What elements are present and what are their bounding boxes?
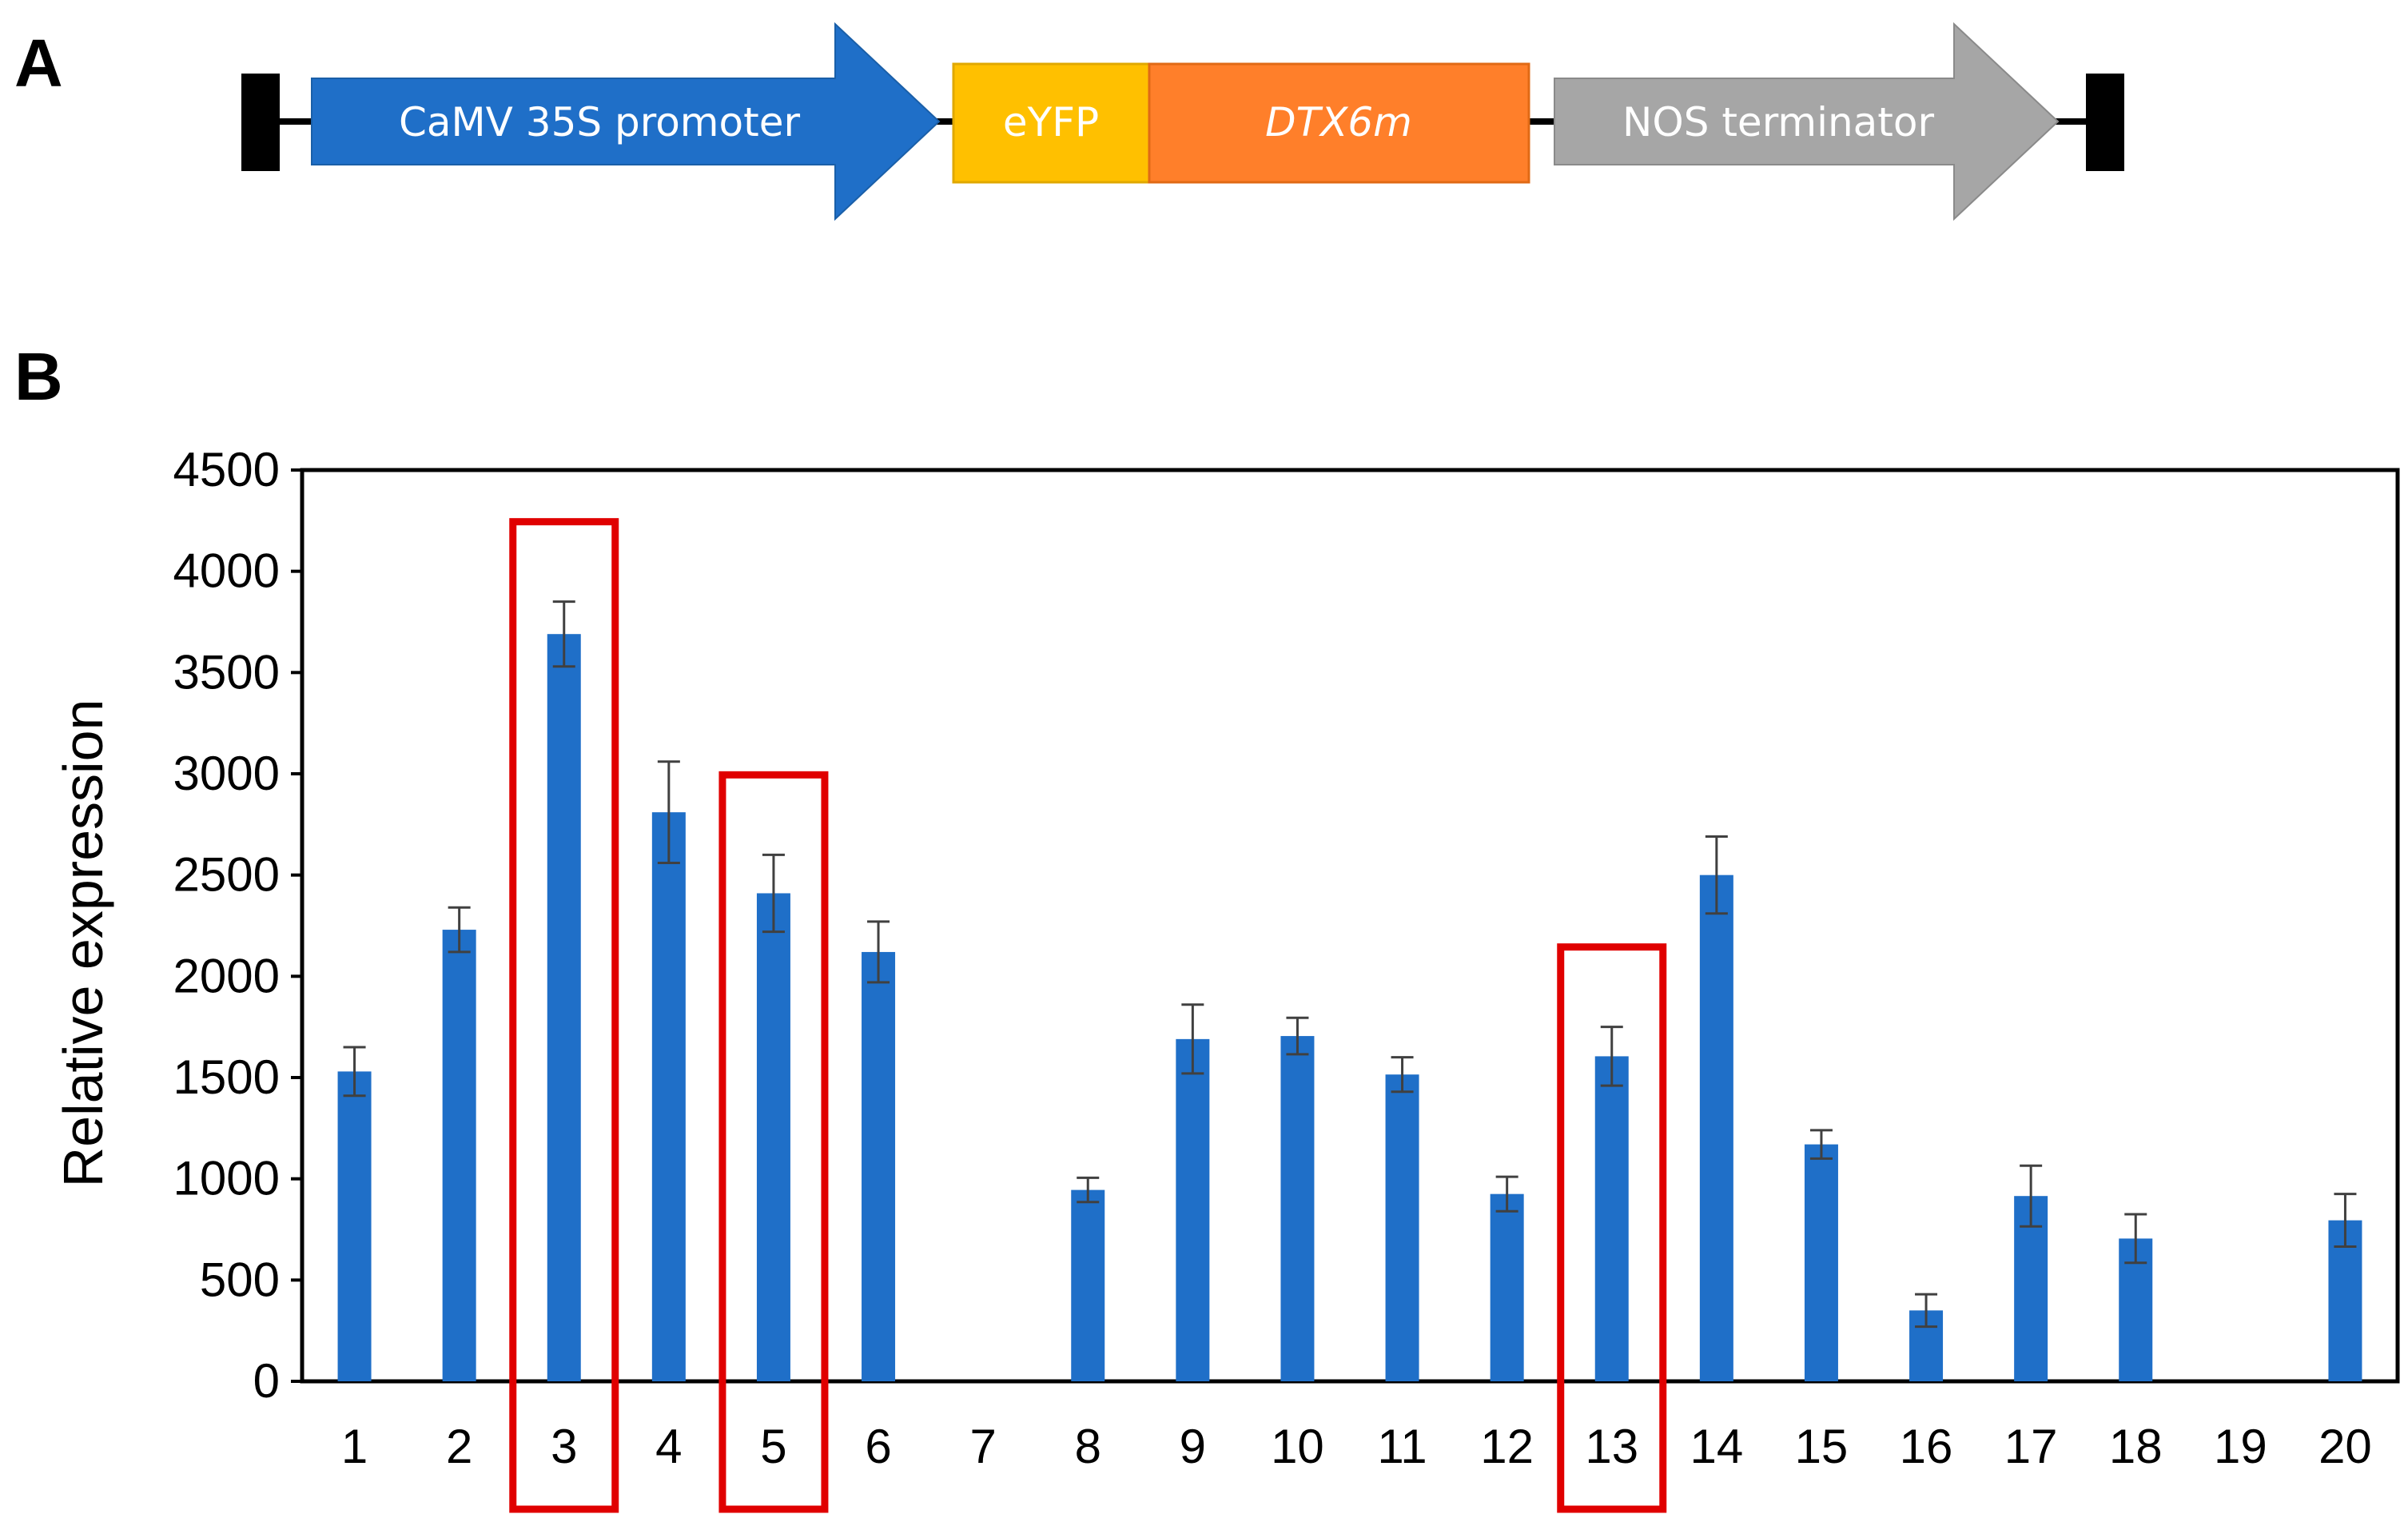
y-tick-label: 1000 [173,1152,280,1205]
x-tick-label: 10 [1271,1420,1324,1473]
highlight-box [718,771,829,1513]
dtx6m-box [1148,62,1530,184]
y-tick-label: 3500 [173,645,280,699]
x-tick-label: 1 [341,1420,368,1473]
x-tick-label: 20 [2318,1420,2372,1473]
x-tick-label: 6 [865,1420,891,1473]
right-border-block [2086,74,2124,171]
eyfp-box [952,62,1151,184]
x-tick-label: 18 [2109,1420,2163,1473]
x-tick-label: 4 [655,1420,682,1473]
x-tick-label: 19 [2214,1420,2267,1473]
x-tick-label: 9 [1180,1420,1206,1473]
x-tick-label: 16 [1900,1420,1953,1473]
eyfp-label: eYFP [1003,99,1099,145]
plot-frame [300,468,2400,1384]
terminator-label: NOS terminator [1622,99,1935,145]
y-tick-label: 4500 [173,443,280,496]
bar [442,930,476,1381]
highlight-box [1557,943,1667,1513]
y-tick-label: 3000 [173,747,280,800]
y-tick-label: 2000 [173,949,280,1002]
x-tick-label: 13 [1585,1420,1638,1473]
y-axis-title: Relative expression [52,699,114,1188]
bar [1699,875,1733,1381]
bar [1071,1189,1105,1381]
bar [547,634,581,1381]
x-tick-label: 12 [1480,1420,1534,1473]
highlight-box [509,518,619,1513]
x-tick-label: 17 [2004,1420,2058,1473]
x-tick-label: 3 [551,1420,577,1473]
bar [651,812,686,1381]
x-tick-label: 8 [1075,1420,1101,1473]
bar [1594,1056,1629,1381]
promoter-label: CaMV 35S promoter [399,99,800,145]
bar [1490,1193,1524,1381]
x-tick-label: 11 [1377,1420,1427,1473]
bar [1176,1038,1210,1381]
bar [1804,1144,1838,1381]
x-tick-label: 7 [969,1420,996,1473]
y-tick-label: 4000 [173,544,280,598]
terminator-arrow [1554,22,2060,221]
bar [1280,1036,1315,1381]
dtx6m-label: DTX6m [1265,99,1412,145]
y-tick-label: 1500 [173,1050,280,1104]
y-tick-label: 2500 [173,848,280,902]
panel-a-label: A [14,26,63,101]
x-tick-label: 14 [1690,1420,1743,1473]
bar [862,951,896,1381]
x-tick-label: 5 [760,1420,786,1473]
gene-construct-diagram: CaMV 35S promoter eYFP DTX6m NOS termina… [241,22,2124,221]
bar [337,1071,372,1381]
y-tick-label: 500 [200,1253,280,1306]
panel-b-label: B [14,339,63,414]
left-border-block [241,74,280,171]
y-tick-label: 0 [253,1354,280,1408]
bar [1385,1074,1419,1381]
x-tick-label: 2 [446,1420,472,1473]
x-tick-label: 15 [1795,1420,1849,1473]
promoter-arrow [311,22,941,221]
bar [756,893,790,1381]
